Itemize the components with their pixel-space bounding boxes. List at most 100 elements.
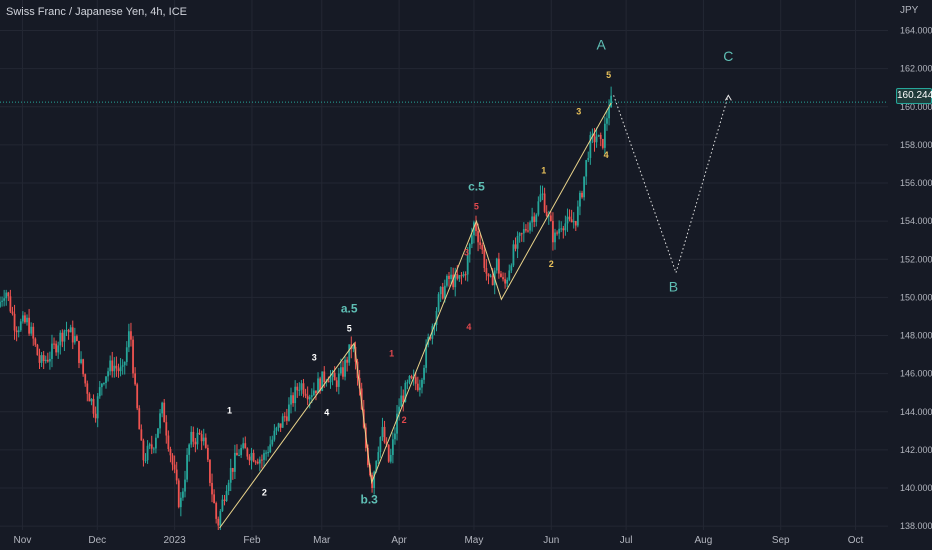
candle-body: [179, 497, 182, 508]
candle-body: [547, 215, 550, 217]
candle-body: [431, 326, 434, 339]
candle-body: [421, 379, 423, 388]
wave-label: 5: [606, 70, 611, 80]
candle-body: [136, 384, 139, 409]
x-tick-label: Mar: [313, 535, 331, 546]
candle-body: [410, 376, 413, 379]
candle-body: [416, 383, 419, 391]
candle-body: [589, 135, 592, 158]
wave-lines: [219, 102, 612, 529]
candle-body: [194, 441, 197, 445]
candle-body: [560, 228, 563, 230]
candle-body: [394, 433, 396, 440]
candle-body: [587, 157, 590, 161]
candle-body: [192, 431, 195, 442]
y-tick-label: 148.000: [900, 331, 932, 341]
candle-body: [608, 107, 610, 119]
wave-label: 5: [474, 202, 479, 212]
candle-body: [73, 336, 76, 343]
wave-label: 2: [402, 415, 407, 425]
candle-body: [248, 456, 251, 461]
candle-body: [396, 413, 398, 434]
wave-label: 4: [604, 150, 609, 160]
wave-label: b.3: [360, 492, 378, 506]
wave-label: 5: [347, 324, 352, 334]
candle-body: [304, 393, 307, 396]
wave-label: 4: [324, 408, 329, 418]
candle-body: [150, 444, 153, 449]
candle-body: [24, 315, 26, 323]
candle-body: [437, 294, 440, 311]
candle-body: [606, 118, 608, 124]
candle-body: [86, 383, 89, 394]
candle-body: [344, 359, 346, 377]
candle-body: [279, 423, 282, 428]
candle-body: [123, 361, 126, 366]
candle-body: [32, 326, 35, 339]
candle-body: [329, 376, 332, 383]
candle-body: [107, 371, 109, 377]
candle-body: [134, 373, 137, 385]
symbol-title[interactable]: Swiss Franc / Japanese Yen, 4h, ICE: [6, 6, 187, 18]
candle-body: [601, 138, 604, 148]
candle-body: [98, 387, 101, 397]
y-tick-label: 162.000: [900, 64, 932, 74]
candle-body: [549, 215, 552, 222]
candle-body: [441, 286, 444, 299]
candle-body: [59, 332, 62, 346]
candle-body: [543, 193, 546, 212]
candle-body: [595, 136, 598, 143]
candle-body: [510, 265, 513, 271]
candle-body: [269, 444, 272, 453]
candle-body: [26, 317, 28, 323]
candle-body: [610, 95, 613, 108]
candle-body: [456, 273, 459, 279]
candle-body: [292, 395, 294, 404]
candle-body: [152, 448, 155, 450]
candle-body: [258, 459, 261, 464]
candle-body: [312, 390, 315, 396]
last-price-badge: 160.244: [896, 88, 932, 104]
candle-body: [554, 232, 556, 243]
candle-body: [44, 359, 47, 362]
wave-labels: A C Bc.5 a.5 b.3 5 3 4 1 2 5 3 4 1 2 5 3 4 1 2: [227, 37, 733, 507]
candle-body: [512, 244, 515, 266]
candle-body: [198, 432, 201, 435]
candle-body: [591, 133, 594, 136]
candle-body: [448, 275, 450, 279]
candle-body: [466, 254, 469, 275]
candle-body: [219, 511, 222, 526]
candle-body: [223, 499, 226, 502]
candle-body: [387, 444, 390, 462]
projection-arrowhead: [724, 94, 732, 101]
candle-body: [186, 454, 188, 480]
candle-body: [36, 344, 39, 356]
candle-body: [398, 406, 401, 414]
candle-body: [470, 235, 473, 245]
candle-body: [333, 372, 336, 381]
y-tick-label: 140.000: [900, 483, 932, 493]
candle-body: [94, 413, 97, 419]
candle-body: [479, 242, 482, 246]
candle-body: [167, 435, 170, 449]
y-tick-label: 160.000: [900, 102, 932, 112]
candle-body: [337, 373, 340, 387]
candle-body: [84, 374, 87, 384]
candle-body: [204, 437, 207, 448]
candle-body: [310, 395, 313, 398]
candle-body: [400, 395, 403, 407]
candle-body: [242, 443, 245, 449]
x-tick-label: Nov: [14, 535, 32, 546]
candle-body: [423, 367, 425, 380]
candle-body: [348, 344, 351, 363]
candle-body: [541, 193, 544, 195]
candle-body: [103, 382, 105, 384]
candle-body: [446, 275, 448, 286]
candle-body: [273, 430, 276, 440]
candle-body: [165, 422, 168, 436]
candle-body: [63, 330, 66, 342]
candle-body: [236, 452, 238, 456]
candle-body: [522, 229, 525, 234]
